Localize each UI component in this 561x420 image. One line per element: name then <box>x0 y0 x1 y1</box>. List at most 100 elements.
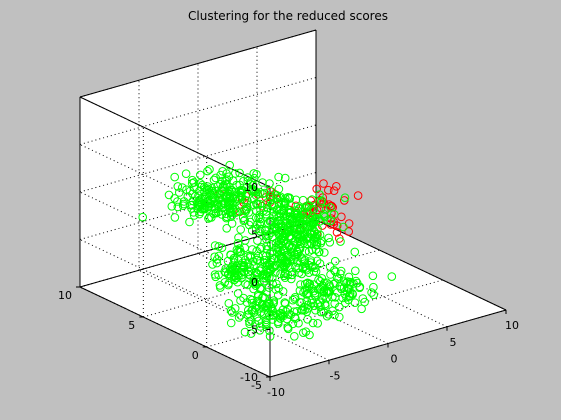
data-point <box>312 184 322 194</box>
data-point <box>287 243 296 252</box>
data-point <box>205 165 214 174</box>
data-point <box>242 189 252 198</box>
data-point <box>204 214 213 223</box>
data-point <box>311 305 320 315</box>
data-point <box>267 253 277 263</box>
y-tick-label: 0 <box>192 349 199 362</box>
data-point <box>330 256 340 266</box>
data-point <box>255 199 265 209</box>
data-point <box>313 319 323 328</box>
data-point <box>303 201 312 211</box>
data-point <box>333 288 342 297</box>
data-point <box>264 299 274 309</box>
x-tick-label: -5 <box>330 369 341 382</box>
data-point <box>196 170 205 180</box>
data-point <box>256 322 265 331</box>
data-point <box>203 166 212 176</box>
data-point <box>217 200 226 209</box>
data-point <box>231 267 240 277</box>
data-point <box>326 203 335 212</box>
data-point <box>312 205 322 215</box>
data-point <box>245 319 254 329</box>
y-tick-label: 5 <box>128 319 135 332</box>
data-point <box>227 308 237 317</box>
z-tick-label: -5 <box>247 324 258 337</box>
data-point <box>236 296 245 305</box>
data-point <box>369 282 378 292</box>
data-point <box>259 273 269 283</box>
box-edge <box>79 96 271 188</box>
data-point <box>336 237 345 246</box>
data-point <box>173 182 183 191</box>
data-point <box>311 240 321 250</box>
data-point <box>313 224 322 234</box>
data-point <box>308 318 318 328</box>
data-point <box>216 170 225 180</box>
data-point <box>329 186 339 195</box>
data-point <box>355 283 364 293</box>
data-point <box>272 193 282 203</box>
data-point <box>175 188 184 197</box>
data-point <box>170 194 179 203</box>
data-point <box>298 195 308 205</box>
data-point <box>314 214 324 223</box>
data-point <box>307 239 316 248</box>
chart-title: Clustering for the reduced scores <box>188 9 388 23</box>
data-point <box>320 299 330 309</box>
grid-line-floor-y <box>143 249 380 318</box>
data-point <box>304 268 314 278</box>
data-point <box>254 213 263 223</box>
z-tick-label: -10 <box>240 371 258 384</box>
data-point <box>255 326 265 335</box>
data-point <box>234 313 244 322</box>
data-point <box>277 227 287 236</box>
data-point <box>266 196 276 205</box>
data-point <box>178 201 188 210</box>
data-point <box>331 267 340 277</box>
data-point <box>324 310 333 319</box>
data-point <box>240 327 250 337</box>
data-point <box>253 255 263 265</box>
data-point <box>335 302 344 312</box>
data-point <box>212 199 222 208</box>
data-point <box>298 263 308 272</box>
data-point <box>307 295 317 305</box>
data-point <box>279 200 289 210</box>
data-point <box>283 323 293 332</box>
data-point <box>203 202 212 212</box>
data-point <box>339 222 348 232</box>
data-point <box>244 309 254 319</box>
data-point <box>182 185 191 194</box>
data-point <box>235 168 244 178</box>
data-point <box>234 233 243 242</box>
data-point <box>183 192 193 201</box>
data-point <box>313 285 323 294</box>
data-point <box>341 298 350 308</box>
data-point <box>265 179 274 188</box>
data-point <box>232 197 241 206</box>
data-point <box>249 169 259 178</box>
data-point <box>276 259 285 268</box>
data-point <box>310 227 319 237</box>
data-point <box>279 205 289 215</box>
data-point <box>251 224 261 234</box>
axes-3d <box>76 29 507 381</box>
data-point <box>236 225 245 234</box>
data-point <box>212 258 222 268</box>
data-point <box>253 296 263 306</box>
data-point <box>262 245 272 254</box>
data-point <box>221 209 231 219</box>
data-point <box>170 213 180 222</box>
data-point <box>228 204 237 213</box>
data-point <box>246 266 256 276</box>
data-point <box>344 227 354 236</box>
data-point <box>272 210 281 220</box>
data-point <box>320 212 330 222</box>
data-point <box>247 226 257 235</box>
data-point <box>181 169 191 178</box>
data-point <box>324 233 333 243</box>
data-point <box>262 241 272 251</box>
data-point <box>268 310 277 320</box>
data-point <box>256 214 265 224</box>
data-point <box>299 213 308 222</box>
